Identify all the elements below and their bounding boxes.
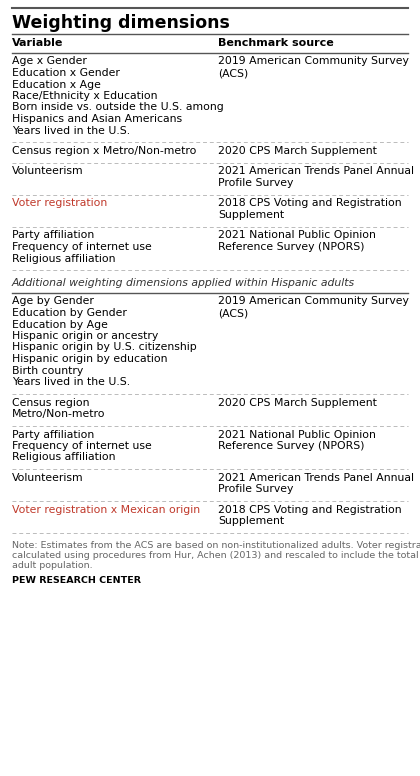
Text: Age x Gender: Age x Gender [12,57,87,67]
Text: Hispanics and Asian Americans: Hispanics and Asian Americans [12,114,182,124]
Text: Religious affiliation: Religious affiliation [12,452,116,462]
Text: Education x Gender: Education x Gender [12,68,120,78]
Text: Birth country: Birth country [12,365,83,376]
Text: Hispanic origin by education: Hispanic origin by education [12,354,168,364]
Text: calculated using procedures from Hur, Achen (2013) and rescaled to include the t: calculated using procedures from Hur, Ac… [12,551,420,560]
Text: Education x Age: Education x Age [12,79,101,89]
Text: Age by Gender: Age by Gender [12,296,94,307]
Text: Party affiliation: Party affiliation [12,429,94,439]
Text: 2021 American Trends Panel Annual: 2021 American Trends Panel Annual [218,473,414,483]
Text: Census region x Metro/Non-metro: Census region x Metro/Non-metro [12,146,197,156]
Text: Education by Age: Education by Age [12,320,108,330]
Text: Variable: Variable [12,38,63,48]
Text: Race/Ethnicity x Education: Race/Ethnicity x Education [12,91,158,101]
Text: Years lived in the U.S.: Years lived in the U.S. [12,377,130,387]
Text: Frequency of internet use: Frequency of internet use [12,441,152,451]
Text: Party affiliation: Party affiliation [12,230,94,241]
Text: 2018 CPS Voting and Registration: 2018 CPS Voting and Registration [218,505,402,515]
Text: Education by Gender: Education by Gender [12,308,127,318]
Text: Born inside vs. outside the U.S. among: Born inside vs. outside the U.S. among [12,102,224,113]
Text: Metro/Non-metro: Metro/Non-metro [12,409,105,419]
Text: Benchmark source: Benchmark source [218,38,334,48]
Text: Census region: Census region [12,397,89,407]
Text: Volunteerism: Volunteerism [12,473,84,483]
Text: 2019 American Community Survey: 2019 American Community Survey [218,296,409,307]
Text: Voter registration: Voter registration [12,199,107,209]
Text: (ACS): (ACS) [218,68,248,78]
Text: Religious affiliation: Religious affiliation [12,254,116,264]
Text: Weighting dimensions: Weighting dimensions [12,14,230,32]
Text: 2021 American Trends Panel Annual: 2021 American Trends Panel Annual [218,167,414,176]
Text: Frequency of internet use: Frequency of internet use [12,242,152,252]
Text: 2021 National Public Opinion: 2021 National Public Opinion [218,230,376,241]
Text: Supplement: Supplement [218,210,284,220]
Text: adult population.: adult population. [12,561,93,570]
Text: 2020 CPS March Supplement: 2020 CPS March Supplement [218,397,377,407]
Text: 2018 CPS Voting and Registration: 2018 CPS Voting and Registration [218,199,402,209]
Text: Voter registration x Mexican origin: Voter registration x Mexican origin [12,505,200,515]
Text: 2020 CPS March Supplement: 2020 CPS March Supplement [218,146,377,156]
Text: Profile Survey: Profile Survey [218,484,294,494]
Text: Hispanic origin by U.S. citizenship: Hispanic origin by U.S. citizenship [12,342,197,352]
Text: (ACS): (ACS) [218,308,248,318]
Text: Additional weighting dimensions applied within Hispanic adults: Additional weighting dimensions applied … [12,278,355,288]
Text: Years lived in the U.S.: Years lived in the U.S. [12,126,130,136]
Text: Supplement: Supplement [218,517,284,526]
Text: 2019 American Community Survey: 2019 American Community Survey [218,57,409,67]
Text: Hispanic origin or ancestry: Hispanic origin or ancestry [12,331,158,341]
Text: 2021 National Public Opinion: 2021 National Public Opinion [218,429,376,439]
Text: Profile Survey: Profile Survey [218,178,294,188]
Text: Volunteerism: Volunteerism [12,167,84,176]
Text: Reference Survey (NPORS): Reference Survey (NPORS) [218,441,365,451]
Text: PEW RESEARCH CENTER: PEW RESEARCH CENTER [12,576,141,585]
Text: Note: Estimates from the ACS are based on non-institutionalized adults. Voter re: Note: Estimates from the ACS are based o… [12,541,420,550]
Text: Reference Survey (NPORS): Reference Survey (NPORS) [218,242,365,252]
